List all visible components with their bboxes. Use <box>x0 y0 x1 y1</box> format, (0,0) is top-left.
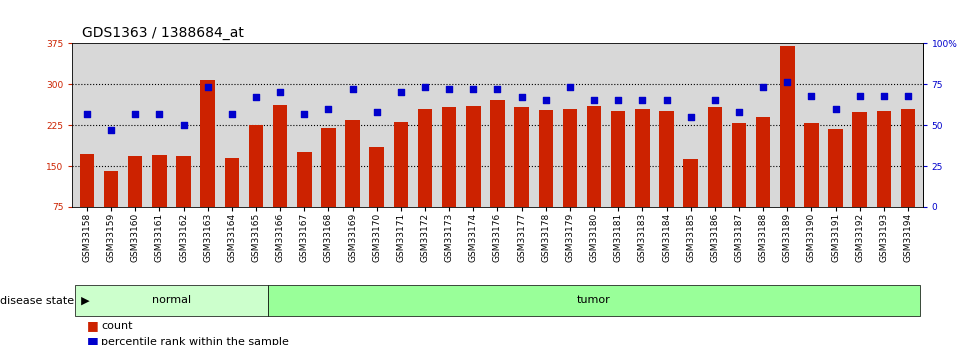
Bar <box>153 155 167 248</box>
Text: tumor: tumor <box>578 295 611 305</box>
Bar <box>249 125 263 248</box>
Bar <box>636 109 650 248</box>
Bar <box>805 124 819 248</box>
Point <box>176 122 191 128</box>
Point <box>466 86 481 92</box>
Bar <box>467 106 481 248</box>
Point <box>828 106 843 111</box>
Point <box>490 86 505 92</box>
Point <box>200 85 215 90</box>
Bar <box>756 117 771 248</box>
Bar <box>660 111 674 248</box>
Point <box>611 98 626 103</box>
Bar <box>442 107 457 248</box>
Bar <box>298 152 312 248</box>
Bar <box>177 156 191 248</box>
Bar <box>273 105 288 248</box>
Point <box>780 80 795 85</box>
Bar <box>684 159 698 248</box>
Point <box>441 86 457 92</box>
Bar <box>201 80 215 248</box>
Point <box>852 93 867 98</box>
Point <box>586 98 602 103</box>
Point <box>369 109 384 115</box>
Text: percentile rank within the sample: percentile rank within the sample <box>101 337 289 345</box>
Text: normal: normal <box>152 295 191 305</box>
Point <box>659 98 674 103</box>
Point <box>538 98 554 103</box>
Point <box>128 111 143 116</box>
Point <box>562 85 578 90</box>
Bar <box>418 109 433 248</box>
Bar <box>369 147 384 248</box>
Bar <box>587 106 601 248</box>
Bar <box>563 109 578 248</box>
Point <box>514 95 529 100</box>
Bar <box>128 156 143 248</box>
Point <box>707 98 723 103</box>
Point <box>103 127 119 133</box>
Bar <box>225 158 240 248</box>
Point <box>755 85 771 90</box>
Bar <box>781 46 795 248</box>
Text: count: count <box>101 321 133 331</box>
Bar <box>877 111 892 248</box>
Point <box>393 90 409 95</box>
Bar <box>611 111 626 248</box>
Point <box>248 95 264 100</box>
Bar <box>539 110 554 248</box>
Bar <box>732 124 747 248</box>
Bar <box>491 100 505 248</box>
Point <box>804 93 819 98</box>
Bar <box>394 122 409 248</box>
Bar <box>901 109 916 248</box>
Point <box>876 93 892 98</box>
Point <box>224 111 240 116</box>
Point <box>272 90 288 95</box>
Bar <box>708 107 723 248</box>
Text: ■: ■ <box>87 319 99 333</box>
Point <box>79 111 95 116</box>
Point <box>731 109 747 115</box>
Text: ■: ■ <box>87 335 99 345</box>
Text: GDS1363 / 1388684_at: GDS1363 / 1388684_at <box>82 26 244 40</box>
Point <box>152 111 167 116</box>
Point <box>900 93 916 98</box>
Point <box>683 114 698 120</box>
Text: disease state  ▶: disease state ▶ <box>0 295 90 305</box>
Bar <box>829 129 843 248</box>
Bar <box>346 120 360 248</box>
Bar <box>80 154 95 248</box>
Point <box>321 106 336 111</box>
Point <box>297 111 312 116</box>
Point <box>417 85 433 90</box>
Point <box>635 98 650 103</box>
Bar <box>515 107 529 248</box>
Point <box>345 86 360 92</box>
Bar <box>321 128 336 248</box>
Bar <box>104 171 119 248</box>
Bar <box>853 112 867 248</box>
